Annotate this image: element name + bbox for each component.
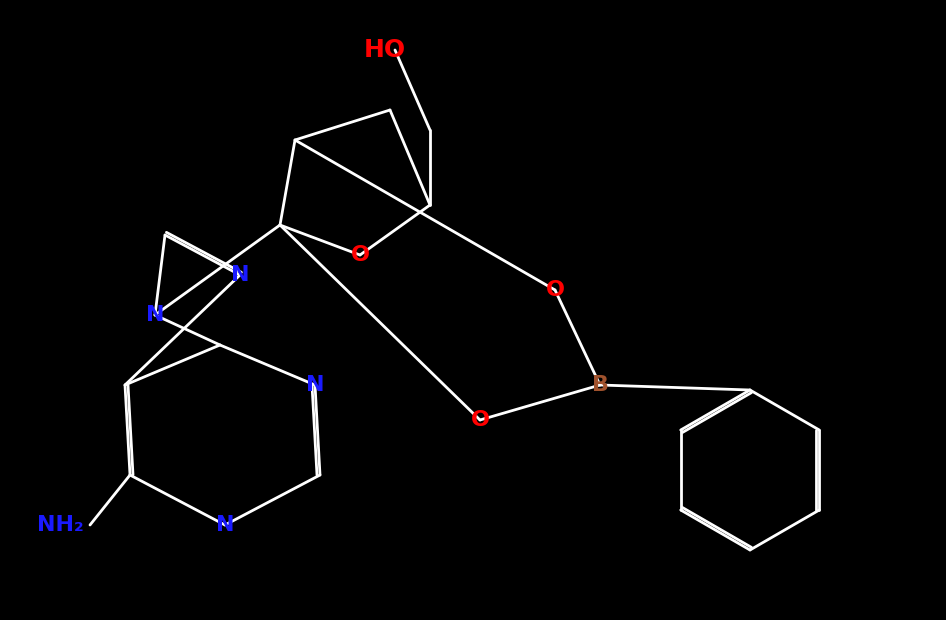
Text: B: B [591,375,608,395]
Text: HO: HO [364,38,406,62]
Text: N: N [231,265,249,285]
Text: NH₂: NH₂ [37,515,83,535]
Text: N: N [146,305,165,325]
Text: O: O [470,410,489,430]
Text: O: O [546,280,565,300]
Text: O: O [351,245,370,265]
Text: N: N [216,515,235,535]
Text: N: N [306,375,324,395]
